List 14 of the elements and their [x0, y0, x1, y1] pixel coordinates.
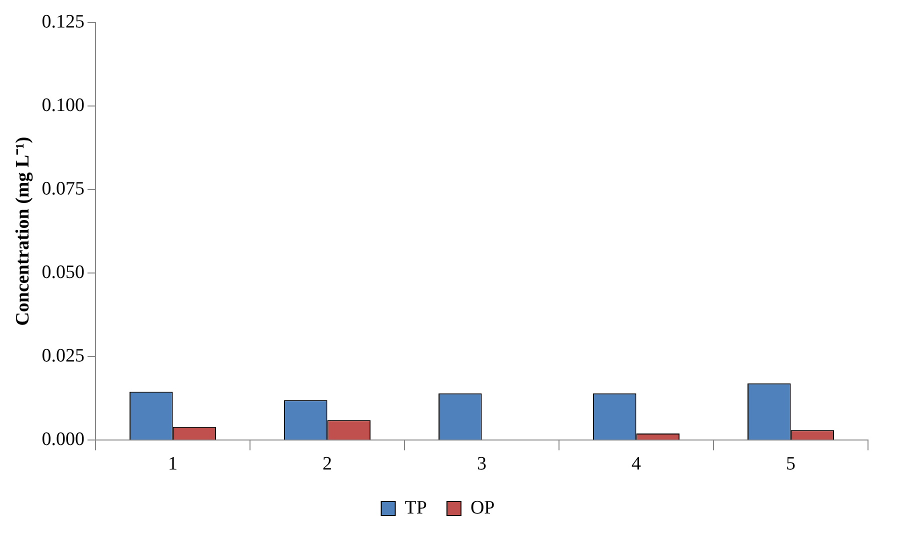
y-tick-label: 0.025	[42, 346, 85, 367]
x-tick-label: 4	[632, 454, 642, 475]
x-tick-label: 1	[168, 454, 178, 475]
x-tick-label: 2	[322, 454, 332, 475]
legend-label: OP	[470, 497, 495, 518]
x-tick-label: 5	[786, 454, 796, 475]
y-tick-label: 0.000	[42, 429, 85, 450]
y-axis-title: Concentration (mg L⁻¹)	[12, 136, 34, 326]
legend-label: TP	[404, 497, 427, 518]
y-tick-label: 0.075	[42, 178, 85, 200]
y-tick-label: 0.100	[42, 94, 85, 116]
x-tick-label: 3	[477, 454, 487, 475]
y-tick-label: 0.050	[42, 262, 85, 284]
y-tick-label: 0.125	[42, 11, 85, 32]
